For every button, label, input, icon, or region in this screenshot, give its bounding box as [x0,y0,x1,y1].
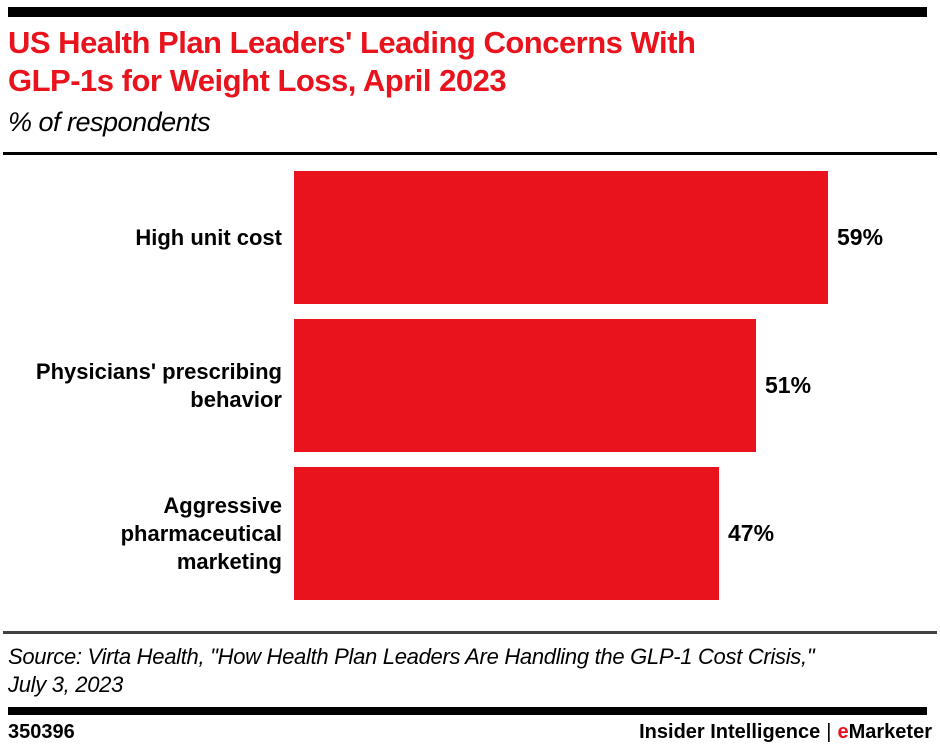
header-divider [3,152,937,155]
chart-id: 350396 [8,721,75,743]
bar-row: High unit cost 59% [0,171,940,304]
value-label: 47% [728,520,775,546]
brand-lockup: Insider Intelligence | eMarketer [639,721,932,744]
value-label: 51% [765,372,812,398]
chart-subtitle: % of respondents [8,107,211,137]
top-rule [8,7,927,17]
bar-row: Aggressive pharmaceutical marketing 47% [0,467,940,600]
category-label: Aggressive pharmaceutical marketing [120,492,282,574]
footer: 350396 Insider Intelligence | eMarketer [8,721,932,744]
category-label: High unit cost [135,224,282,250]
bottom-rule [8,707,927,715]
bar [294,171,828,304]
bar-chart: High unit cost 59% Physicians' prescribi… [0,171,940,600]
brand-insider-intelligence: Insider Intelligence [639,721,821,743]
brand-emarketer-rest: Marketer [848,721,932,743]
chart-title: US Health Plan Leaders' Leading Concerns… [8,25,696,98]
bar-row: Physicians' prescribing behavior 51% [0,319,940,452]
bar [294,319,756,452]
category-label: Physicians' prescribing behavior [35,358,282,412]
brand-emarketer-accent: e [837,721,849,743]
source-divider [3,631,937,634]
value-label: 59% [837,224,884,250]
brand-separator: | [826,721,832,743]
source-note: Source: Virta Health, "How Health Plan L… [8,644,815,697]
bar [294,467,719,600]
